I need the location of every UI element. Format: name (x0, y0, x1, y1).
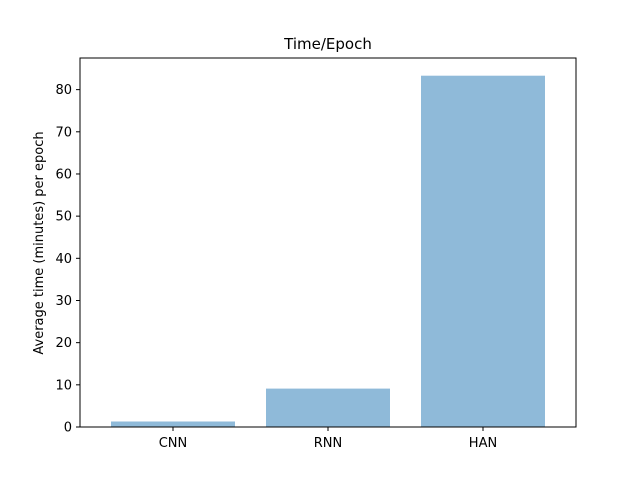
bar-cnn (111, 421, 235, 427)
y-tick-label: 80 (55, 83, 72, 98)
y-tick-label: 10 (55, 378, 72, 393)
y-tick-label: 20 (55, 336, 72, 351)
bar-rnn (266, 388, 390, 427)
y-tick-label: 50 (55, 210, 72, 225)
x-axis-ticks: CNN RNN HAN (159, 427, 497, 451)
x-tick-label: RNN (314, 436, 342, 451)
y-tick-label: 30 (55, 294, 72, 309)
y-tick-label: 60 (55, 167, 72, 182)
y-axis-ticks: 0 10 20 30 40 50 60 70 80 (55, 83, 80, 436)
bars-group (111, 75, 545, 427)
y-tick-label: 0 (64, 421, 72, 436)
y-tick-label: 70 (55, 125, 72, 140)
y-tick-label: 40 (55, 252, 72, 267)
x-tick-label: CNN (159, 436, 188, 451)
y-axis-label: Average time (minutes) per epoch (32, 131, 47, 354)
plot-frame (79, 57, 577, 428)
bar-han (421, 75, 545, 427)
x-tick-label: HAN (469, 436, 497, 451)
chart-title: Time/Epoch (283, 35, 372, 53)
